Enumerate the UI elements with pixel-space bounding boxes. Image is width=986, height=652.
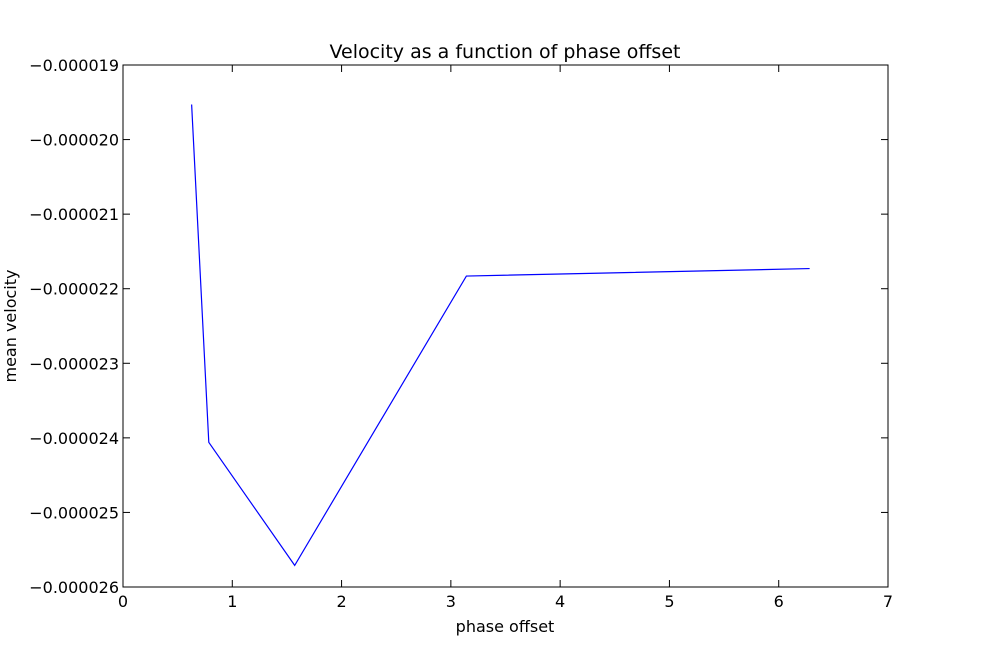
y-tick-label: −0.000026 [29,578,119,597]
x-tick-label: 5 [664,592,674,611]
series-line [191,104,810,567]
x-axis-label: phase offset [456,617,555,636]
y-tick-label: −0.000021 [29,205,119,224]
y-tick-label: −0.000019 [29,56,119,75]
chart-title: Velocity as a function of phase offset [330,41,681,63]
y-axis-label: mean velocity [1,270,20,383]
y-tick-label: −0.000020 [29,131,119,150]
x-tick-label: 1 [227,592,237,611]
x-tick-label: 0 [118,592,128,611]
y-tick-label: −0.000024 [29,429,119,448]
x-tick-label: 6 [774,592,784,611]
plot-area: 0 1 2 3 4 5 6 7 −0.000019 −0.000020 −0.000021 −0.00… [29,56,893,611]
y-tick-label: −0.000025 [29,503,119,522]
x-tick-label: 2 [336,592,346,611]
x-tick-label: 4 [555,592,565,611]
x-tick-label: 7 [883,592,893,611]
x-tick-label: 3 [446,592,456,611]
y-tick-label: −0.000023 [29,354,119,373]
y-tick-label: −0.000022 [29,280,119,299]
plot-frame [122,64,889,588]
